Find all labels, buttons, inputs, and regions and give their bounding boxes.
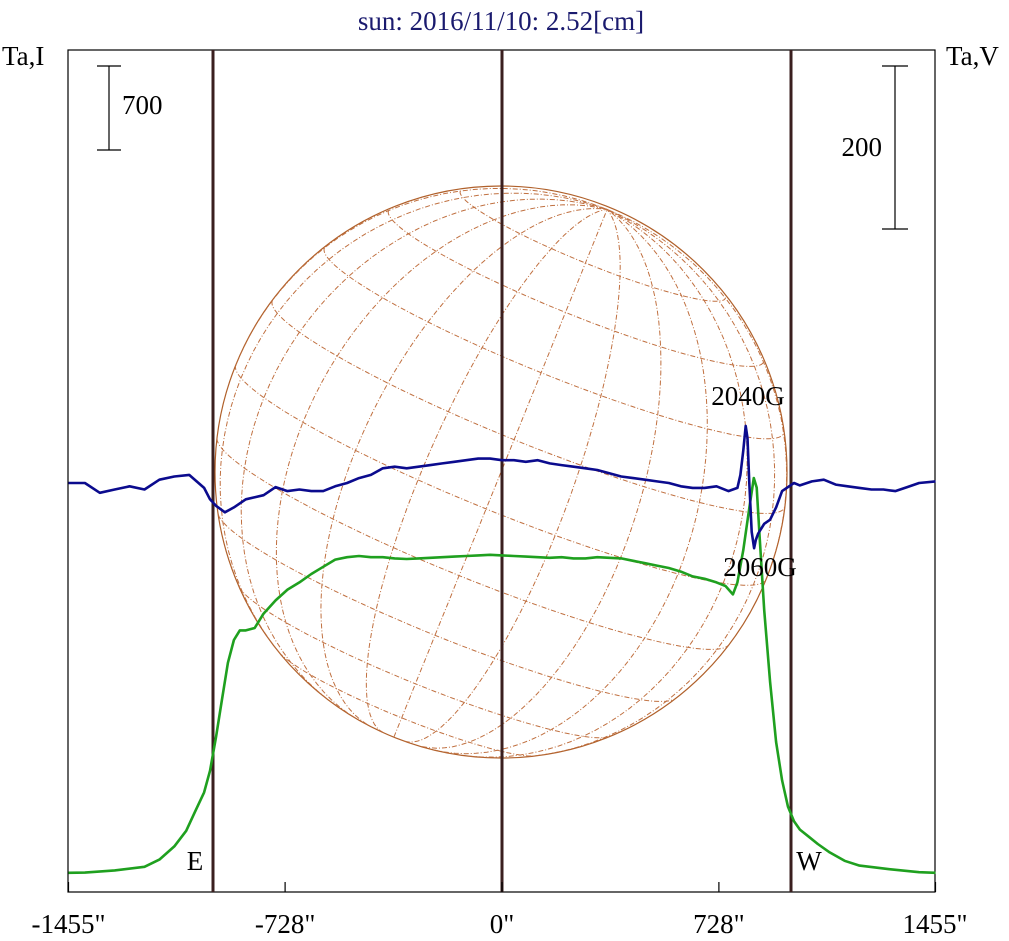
annotation-label: 2040G — [711, 381, 785, 411]
longitude-line — [219, 192, 608, 653]
longitude-line — [235, 188, 608, 366]
limb-marker-label: W — [796, 846, 822, 876]
annotations: 2040G 2060G — [711, 381, 797, 582]
left-axis-label: Ta,I — [2, 41, 44, 71]
annotation-label: 2060G — [723, 552, 797, 582]
scale-bars: 700 200 — [97, 65, 908, 230]
x-tick-label: 0" — [490, 909, 515, 939]
latitude-line — [217, 514, 676, 702]
longitude-line — [422, 209, 662, 749]
longitude-line — [468, 208, 748, 758]
x-tick-label: -728" — [255, 909, 316, 939]
right-scale-bar-label: 200 — [842, 132, 883, 162]
latitude-line — [387, 210, 764, 367]
longitude-line — [393, 209, 608, 738]
series-group — [68, 424, 936, 875]
latitude-line — [234, 364, 767, 586]
longitude-line — [404, 209, 621, 743]
longitude-line — [240, 198, 608, 700]
solar-disk-grid — [214, 185, 788, 759]
longitude-line — [433, 208, 708, 755]
left-scale-bar-label: 700 — [122, 90, 163, 120]
heliographic-grid — [216, 188, 787, 758]
x-tick-label: 728" — [693, 909, 745, 939]
x-tick-label: 1455" — [902, 909, 967, 939]
latitude-line — [278, 652, 536, 757]
longitude-line — [275, 204, 608, 719]
right-axis-label: Ta,V — [946, 41, 999, 71]
latitude-line — [216, 438, 729, 650]
chart-title: sun: 2016/11/10: 2.52[cm] — [358, 6, 644, 36]
x-axis-ticks: -1455" -728" 0" 728" 1455" — [31, 882, 968, 939]
series-line-intensity — [68, 476, 936, 875]
x-tick-label: -1455" — [31, 909, 105, 939]
latitude-line — [459, 190, 726, 302]
limb-marker-label: E — [187, 846, 204, 876]
longitude-line — [606, 208, 787, 580]
longitude-line — [320, 208, 608, 725]
longitude-line — [365, 208, 608, 734]
series-line-polarization — [68, 424, 936, 550]
